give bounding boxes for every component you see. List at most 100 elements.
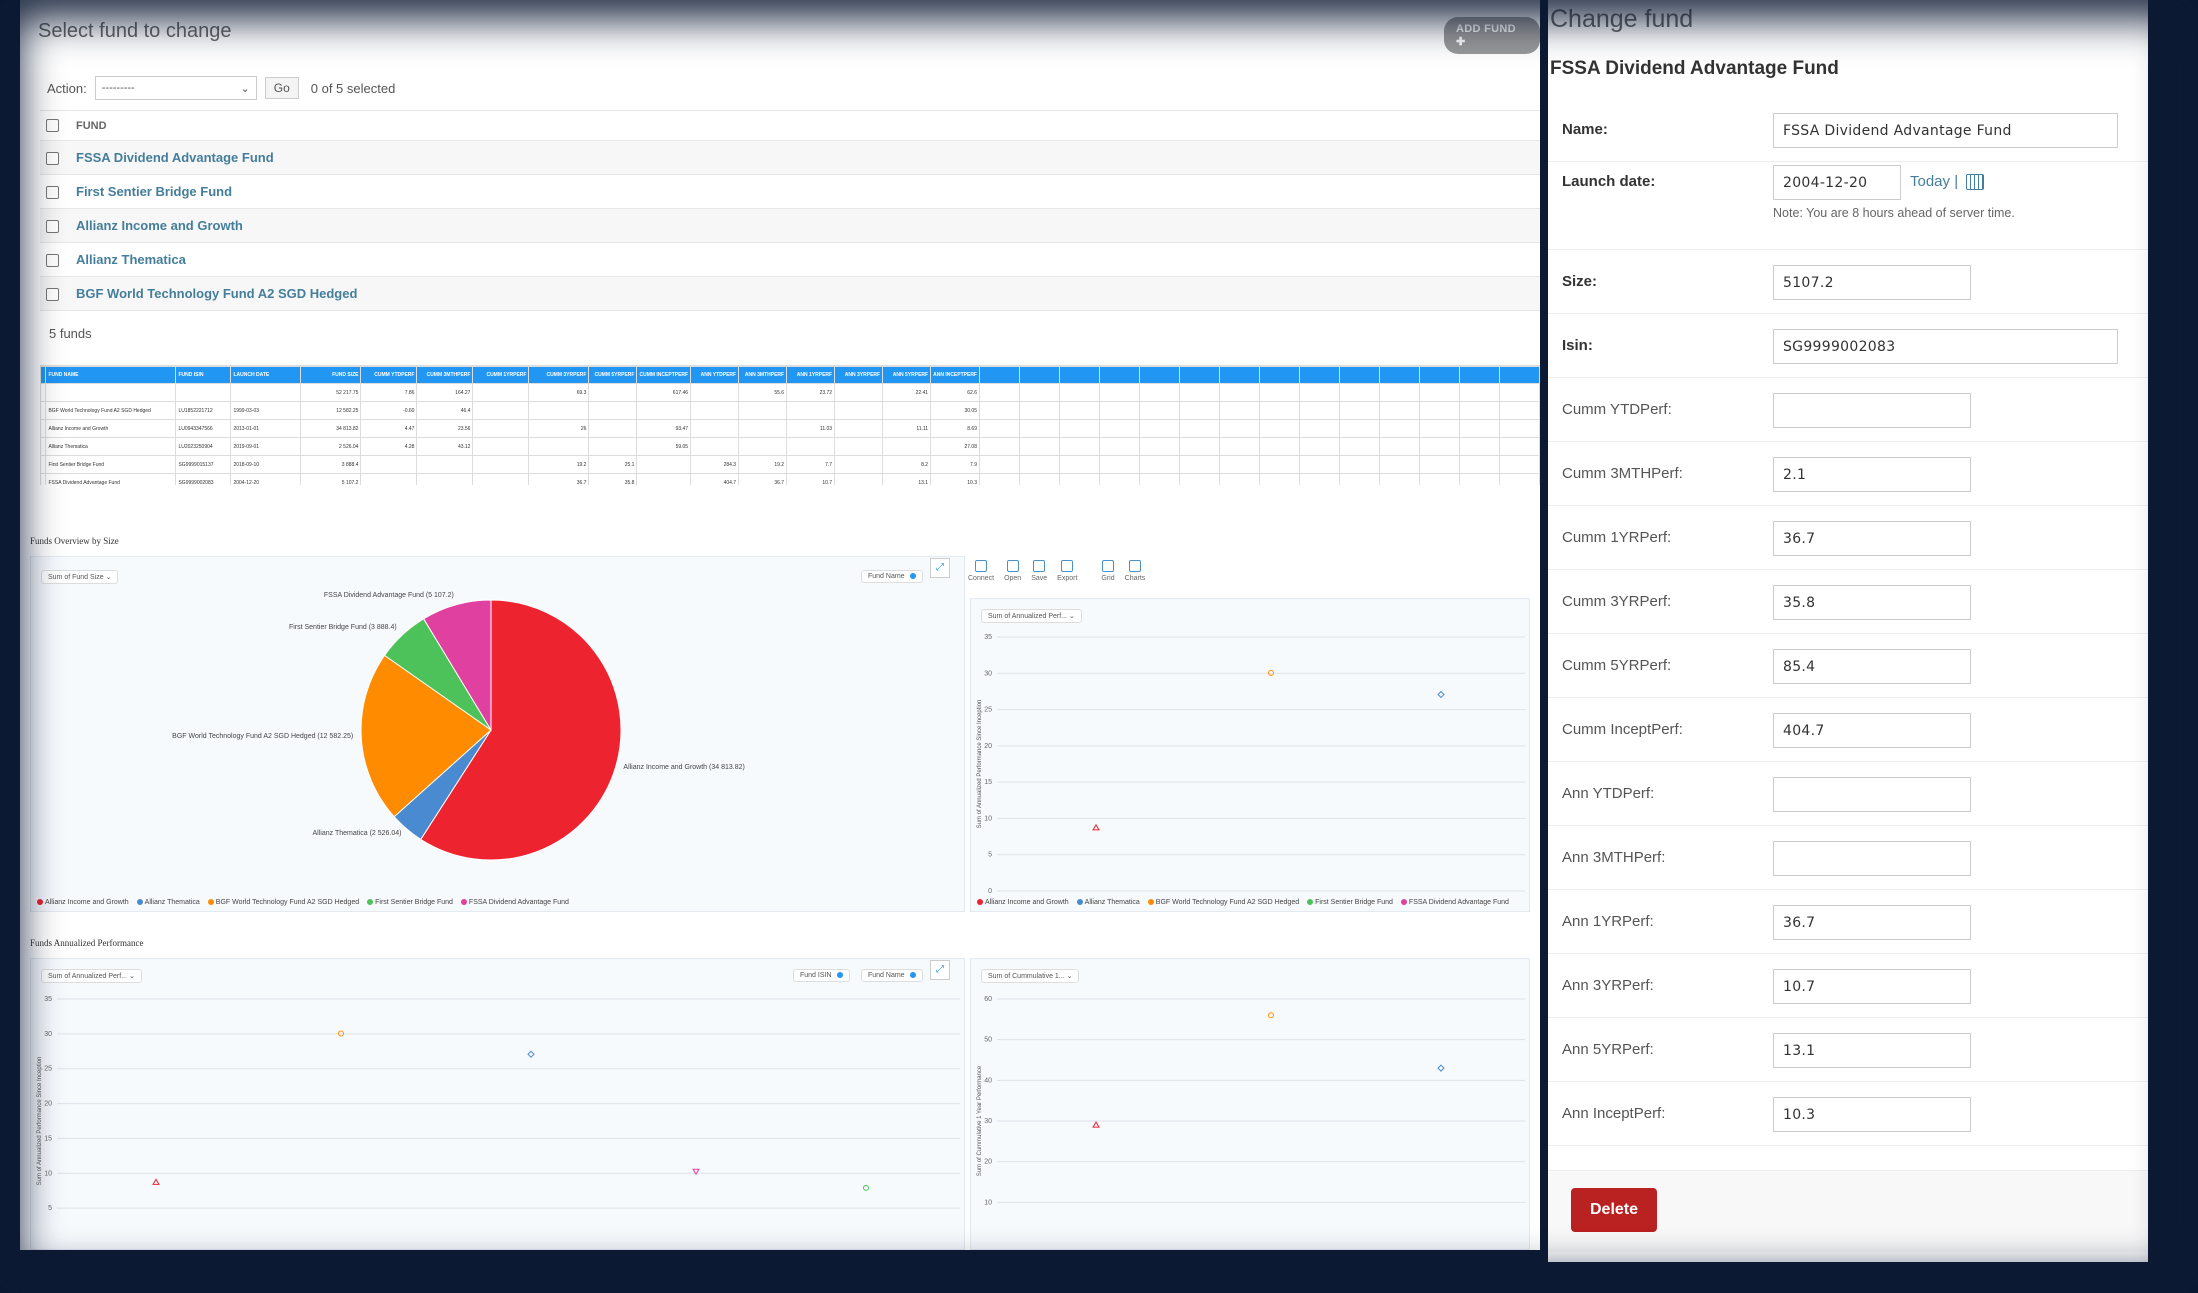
sheet-cell[interactable]: CUMM 3YRPERF — [528, 366, 590, 384]
empty-cell[interactable] — [1499, 401, 1540, 420]
empty-cell[interactable] — [979, 473, 1020, 485]
empty-cell[interactable] — [1259, 419, 1300, 438]
sheet-cell[interactable]: 13.1 — [882, 473, 932, 485]
empty-cell[interactable] — [1459, 419, 1500, 438]
sheet-cell[interactable] — [834, 473, 884, 485]
sheet-cell[interactable]: FSSA Dividend Advantage Fund — [45, 473, 177, 485]
sheet-cell[interactable] — [472, 455, 530, 474]
sheet-cell[interactable] — [416, 455, 474, 474]
sheet-cell[interactable]: 8.2 — [882, 455, 932, 474]
sheet-cell[interactable]: FUND NAME — [45, 366, 177, 384]
sheet-cell[interactable]: 26 — [528, 419, 590, 438]
sheet-cell[interactable] — [834, 455, 884, 474]
scatter-point[interactable] — [338, 1030, 344, 1037]
sheet-cell[interactable]: 34 813.82 — [300, 419, 362, 438]
field-input[interactable]: 35.8 — [1773, 585, 1971, 620]
sheet-cell[interactable] — [528, 437, 590, 456]
empty-cell[interactable] — [1219, 437, 1260, 456]
scatter-point[interactable] — [1268, 669, 1274, 676]
sheet-cell[interactable]: Allianz Thematica — [45, 437, 177, 456]
empty-cell[interactable] — [1019, 366, 1060, 384]
sheet-cell[interactable] — [834, 419, 884, 438]
legend-item[interactable]: BGF World Technology Fund A2 SGD Hedged — [1147, 899, 1299, 906]
toolbar-open-button[interactable]: Open — [1004, 560, 1021, 582]
sheet-cell[interactable]: 8.69 — [930, 419, 980, 438]
empty-cell[interactable] — [1099, 383, 1140, 402]
sheet-cell[interactable]: ANN INCEPTPERF — [930, 366, 980, 384]
toolbar-connect-button[interactable]: Connect — [968, 560, 994, 582]
sheet-cell[interactable]: 35.8 — [588, 473, 638, 485]
empty-cell[interactable] — [1179, 473, 1220, 485]
sheet-cell[interactable] — [636, 473, 692, 485]
row-checkbox[interactable] — [46, 152, 59, 166]
sheet-cell[interactable]: ANN 5YRPERF — [882, 366, 932, 384]
sheet-cell[interactable]: 12 582.25 — [300, 401, 362, 420]
empty-cell[interactable] — [1459, 366, 1500, 384]
empty-cell[interactable] — [1299, 419, 1340, 438]
scatter-point[interactable] — [1437, 690, 1445, 699]
annualized-measure-pill[interactable]: Sum of Annualized Perf... ⌄ — [981, 609, 1082, 623]
toolbar-charts-button[interactable]: Charts — [1125, 560, 1145, 582]
sheet-cell[interactable] — [588, 419, 638, 438]
empty-cell[interactable] — [1019, 419, 1060, 438]
sheet-cell[interactable]: FUND SIZE — [300, 366, 362, 384]
sheet-cell[interactable]: 2018-09-10 — [230, 455, 302, 474]
go-button[interactable]: Go — [264, 77, 299, 99]
sheet-cell[interactable] — [636, 455, 692, 474]
empty-cell[interactable] — [1139, 419, 1180, 438]
empty-cell[interactable] — [1339, 473, 1380, 485]
sheet-cell[interactable] — [588, 401, 638, 420]
empty-cell[interactable] — [979, 437, 1020, 456]
field-input[interactable]: 2004-12-20 — [1773, 165, 1901, 200]
fund-name-pill-2[interactable]: Fund Name — [861, 969, 923, 982]
sheet-cell[interactable]: 19.2 — [528, 455, 590, 474]
sheet-cell[interactable] — [636, 401, 692, 420]
sheet-cell[interactable] — [360, 455, 418, 474]
sheet-cell[interactable] — [175, 383, 232, 402]
sheet-cell[interactable]: CUMM 1YRPERF — [472, 366, 530, 384]
legend-item[interactable]: FSSA Dividend Advantage Fund — [1400, 899, 1509, 906]
empty-cell[interactable] — [1099, 419, 1140, 438]
sheet-cell[interactable]: 3 888.4 — [300, 455, 362, 474]
empty-cell[interactable] — [1139, 401, 1180, 420]
empty-cell[interactable] — [1099, 401, 1140, 420]
sheet-cell[interactable]: 7.7 — [786, 455, 836, 474]
sheet-cell[interactable] — [690, 401, 740, 420]
expand-icon[interactable]: ⤢ — [930, 960, 950, 980]
sheet-cell[interactable]: 23.72 — [786, 383, 836, 402]
empty-cell[interactable] — [1019, 473, 1060, 485]
empty-cell[interactable] — [1179, 366, 1220, 384]
empty-cell[interactable] — [1219, 383, 1260, 402]
sheet-cell[interactable]: Allianz Income and Growth — [45, 419, 177, 438]
empty-cell[interactable] — [1499, 455, 1540, 474]
scatter-point[interactable] — [1092, 1121, 1100, 1128]
field-input[interactable] — [1773, 777, 1971, 812]
empty-cell[interactable] — [1379, 401, 1420, 420]
perf-measure-pill[interactable]: Sum of Annualized Perf... ⌄ — [41, 969, 142, 983]
empty-cell[interactable] — [1459, 473, 1500, 485]
spreadsheet-grid[interactable]: FUND NAME FUND ISIN LAUNCH DATE FUND SIZE CU… — [40, 365, 1540, 485]
sheet-cell[interactable]: 1999-03-03 — [230, 401, 302, 420]
empty-cell[interactable] — [1179, 383, 1220, 402]
sheet-cell[interactable]: LU2023250904 — [175, 437, 232, 456]
row-checkbox[interactable] — [46, 254, 59, 268]
empty-cell[interactable] — [1179, 455, 1220, 474]
legend-item[interactable]: Allianz Income and Growth — [977, 899, 1069, 906]
empty-cell[interactable] — [1299, 437, 1340, 456]
sheet-cell[interactable] — [360, 473, 418, 485]
sheet-cell[interactable]: LU0943347566 — [175, 419, 232, 438]
sheet-cell[interactable]: 284.3 — [690, 455, 740, 474]
today-link[interactable]: Today | — [1910, 173, 1959, 190]
empty-cell[interactable] — [1139, 366, 1180, 384]
sheet-cell[interactable]: First Sentier Bridge Fund — [45, 455, 177, 474]
empty-cell[interactable] — [979, 383, 1020, 402]
empty-cell[interactable] — [1339, 401, 1380, 420]
sheet-cell[interactable]: 4.47 — [360, 419, 418, 438]
empty-cell[interactable] — [1259, 437, 1300, 456]
empty-cell[interactable] — [1419, 473, 1460, 485]
sheet-cell[interactable]: 404.7 — [690, 473, 740, 485]
scatter-point[interactable] — [692, 1168, 700, 1176]
field-input[interactable]: 404.7 — [1773, 713, 1971, 748]
empty-cell[interactable] — [1259, 455, 1300, 474]
sheet-cell[interactable] — [690, 383, 740, 402]
